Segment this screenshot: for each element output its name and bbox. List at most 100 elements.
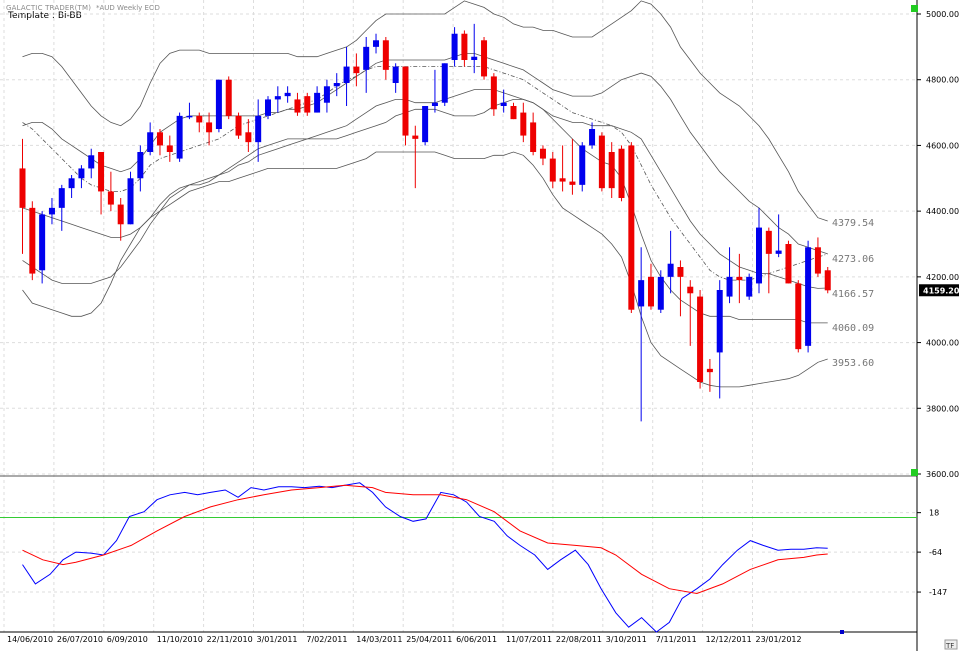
candle-body-up [451, 33, 458, 60]
osc-slow-line [22, 484, 828, 595]
candle-body-down [824, 270, 831, 291]
band-value-label: 4060.09 [832, 323, 874, 334]
candle-body-up [805, 247, 812, 346]
panel-marker [911, 5, 918, 12]
candle-body-down [235, 115, 242, 136]
candle-body-up [176, 115, 183, 159]
candle-body-up [638, 280, 645, 307]
grid [0, 0, 917, 632]
band-value-label: 4379.54 [832, 218, 874, 229]
price-tick-label: 4200.00 [926, 273, 959, 282]
time-tick-label: 14/03/2011 [356, 635, 402, 644]
band-value-label: 4273.06 [832, 254, 874, 265]
axes: 5000.00 4800.00 4600.00 4400.00 4200.00 4000.… [7, 5, 960, 650]
candle-body-up [284, 92, 291, 97]
candle-body-up [392, 66, 399, 83]
band-upper1 [22, 53, 828, 255]
osc-tick-label: 18 [929, 509, 939, 518]
candle-body-up [78, 168, 85, 179]
candle-body-down [294, 99, 301, 113]
candle-body-down [156, 132, 163, 146]
candle-body-up [716, 290, 723, 353]
tf-button [944, 639, 958, 650]
price-tick-label: 4000.00 [926, 339, 959, 348]
candle-body-down [598, 135, 605, 189]
panel-marker [911, 469, 918, 476]
candle-body-down [539, 148, 546, 159]
candle-body-down [814, 247, 821, 274]
time-tick-label: 14/06/2010 [7, 635, 53, 644]
candle-body-down [697, 296, 704, 382]
candle-body-up [726, 276, 733, 297]
candle-body-up [441, 63, 448, 103]
candle-body-down [107, 191, 114, 205]
time-tick-label: 7/02/2011 [306, 635, 347, 644]
candle-body-down [677, 267, 684, 277]
price-tick-label: 4400.00 [926, 207, 959, 216]
candle-body-up [500, 102, 507, 106]
time-tick-label: 22/08/2011 [556, 635, 602, 644]
candle-body-up [373, 40, 380, 47]
band-upper2 [22, 0, 828, 222]
time-tick-label: 3/01/2011 [257, 635, 298, 644]
candle-body-up [137, 152, 144, 179]
candle-body-up [323, 86, 330, 103]
candle-body-down [481, 40, 488, 77]
candle-body-down [559, 178, 566, 182]
last-price-label: 4159.20 [923, 286, 960, 295]
candle-body-up [471, 56, 478, 60]
candle-body-up [589, 129, 596, 146]
candle-body-down [98, 152, 105, 192]
candle-body-down [608, 152, 615, 189]
candle-body-down [765, 230, 772, 254]
candle-body-down [795, 283, 802, 350]
time-tick-label: 7/11/2011 [656, 635, 697, 644]
time-tick-label: 6/09/2010 [107, 635, 148, 644]
price-tick-label: 4800.00 [926, 76, 959, 85]
oscillator-panel [0, 482, 917, 633]
candle-body-down [245, 132, 252, 143]
template-label: Template : Bi-BB [8, 11, 82, 21]
candle-body-up [255, 115, 262, 143]
candle-body-down [490, 76, 497, 110]
last-price-box [919, 284, 959, 297]
candle-body-down [304, 96, 311, 113]
price-tick-label: 5000.00 [926, 10, 959, 19]
candle-body-down [225, 79, 232, 116]
osc-tick-label: -147 [929, 588, 947, 597]
time-tick-label: 26/07/2010 [57, 635, 103, 644]
candle-body-up [746, 276, 753, 297]
candle-body-down [29, 207, 36, 274]
candle-body-up [88, 155, 95, 169]
moving-average-line [22, 66, 828, 281]
app-title: GALACTIC TRADER(TM) [6, 4, 92, 12]
chart-frame [0, 0, 918, 651]
candle-body-down [510, 106, 517, 120]
candle-body-up [363, 46, 370, 70]
time-tick-label: 22/11/2010 [207, 635, 253, 644]
osc-tick-label: -64 [929, 548, 942, 557]
osc-fast-line [22, 482, 828, 633]
candle-body-down [412, 135, 419, 139]
candle-body-up [58, 188, 65, 208]
band-lower2 [22, 151, 828, 388]
candle-body-up [579, 145, 586, 185]
candle-body-up [39, 214, 46, 271]
candle-body-up [215, 79, 222, 129]
time-tick-label: 12/12/2011 [706, 635, 752, 644]
candle-body-up [667, 263, 674, 277]
candle-body-down [785, 244, 792, 284]
candle-body-down [206, 122, 213, 133]
candle-body-up [48, 207, 55, 215]
band-value-label: 4166.57 [832, 289, 874, 300]
candle-body-down [549, 158, 556, 182]
candle-body-down [736, 276, 743, 281]
candle-body-up [314, 92, 321, 113]
candle-body-up [265, 99, 271, 116]
candle-body-down [706, 368, 713, 373]
price-tick-label: 3800.00 [926, 404, 959, 413]
candle-body-down [382, 40, 389, 70]
candle-body-down [520, 112, 527, 136]
price-tick-label: 3600.00 [926, 470, 959, 479]
